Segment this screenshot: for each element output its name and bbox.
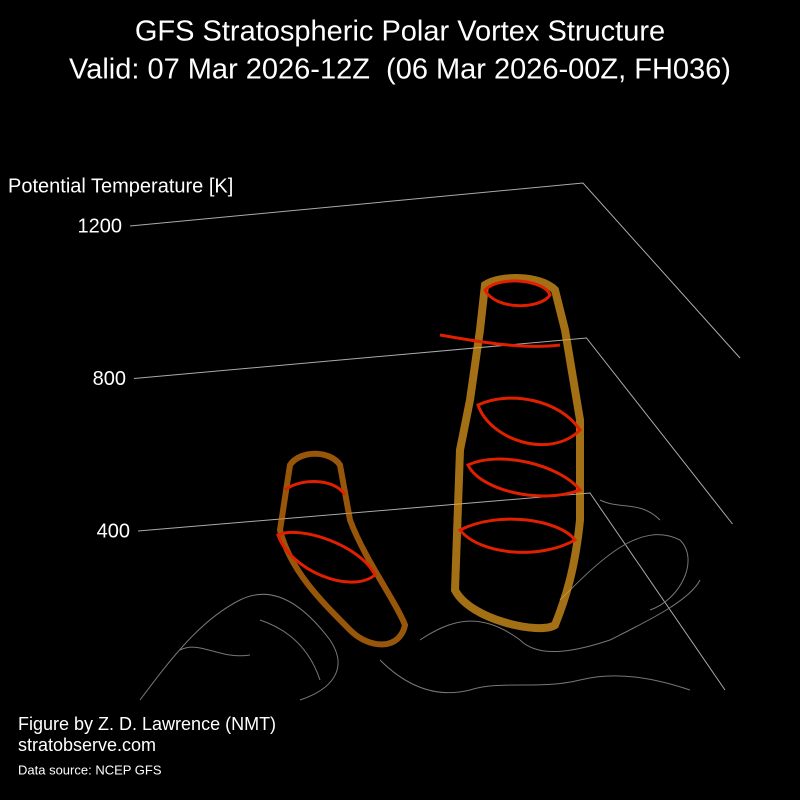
z-tick-label: 400 [97,520,130,542]
chart-subtitle: Valid: 07 Mar 2026-12Z (06 Mar 2026-00Z,… [69,54,731,86]
vortex-small [276,450,409,648]
chart-title: GFS Stratospheric Polar Vortex Structure [135,16,665,48]
z-tick-label: 800 [93,368,126,390]
grid-line [137,492,726,691]
z-axis-label: Potential Temperature [K] [8,175,233,197]
coastlines [139,499,701,701]
data-source: Data source: NCEP GFS [18,762,162,777]
credit: Figure by Z. D. Lawrence (NMT) [18,714,276,734]
z-tick-label: 1200 [78,215,123,237]
grid-line [129,182,741,359]
website: stratobserve.com [18,735,156,755]
grid-line [133,337,733,525]
vortex-large [439,274,584,632]
